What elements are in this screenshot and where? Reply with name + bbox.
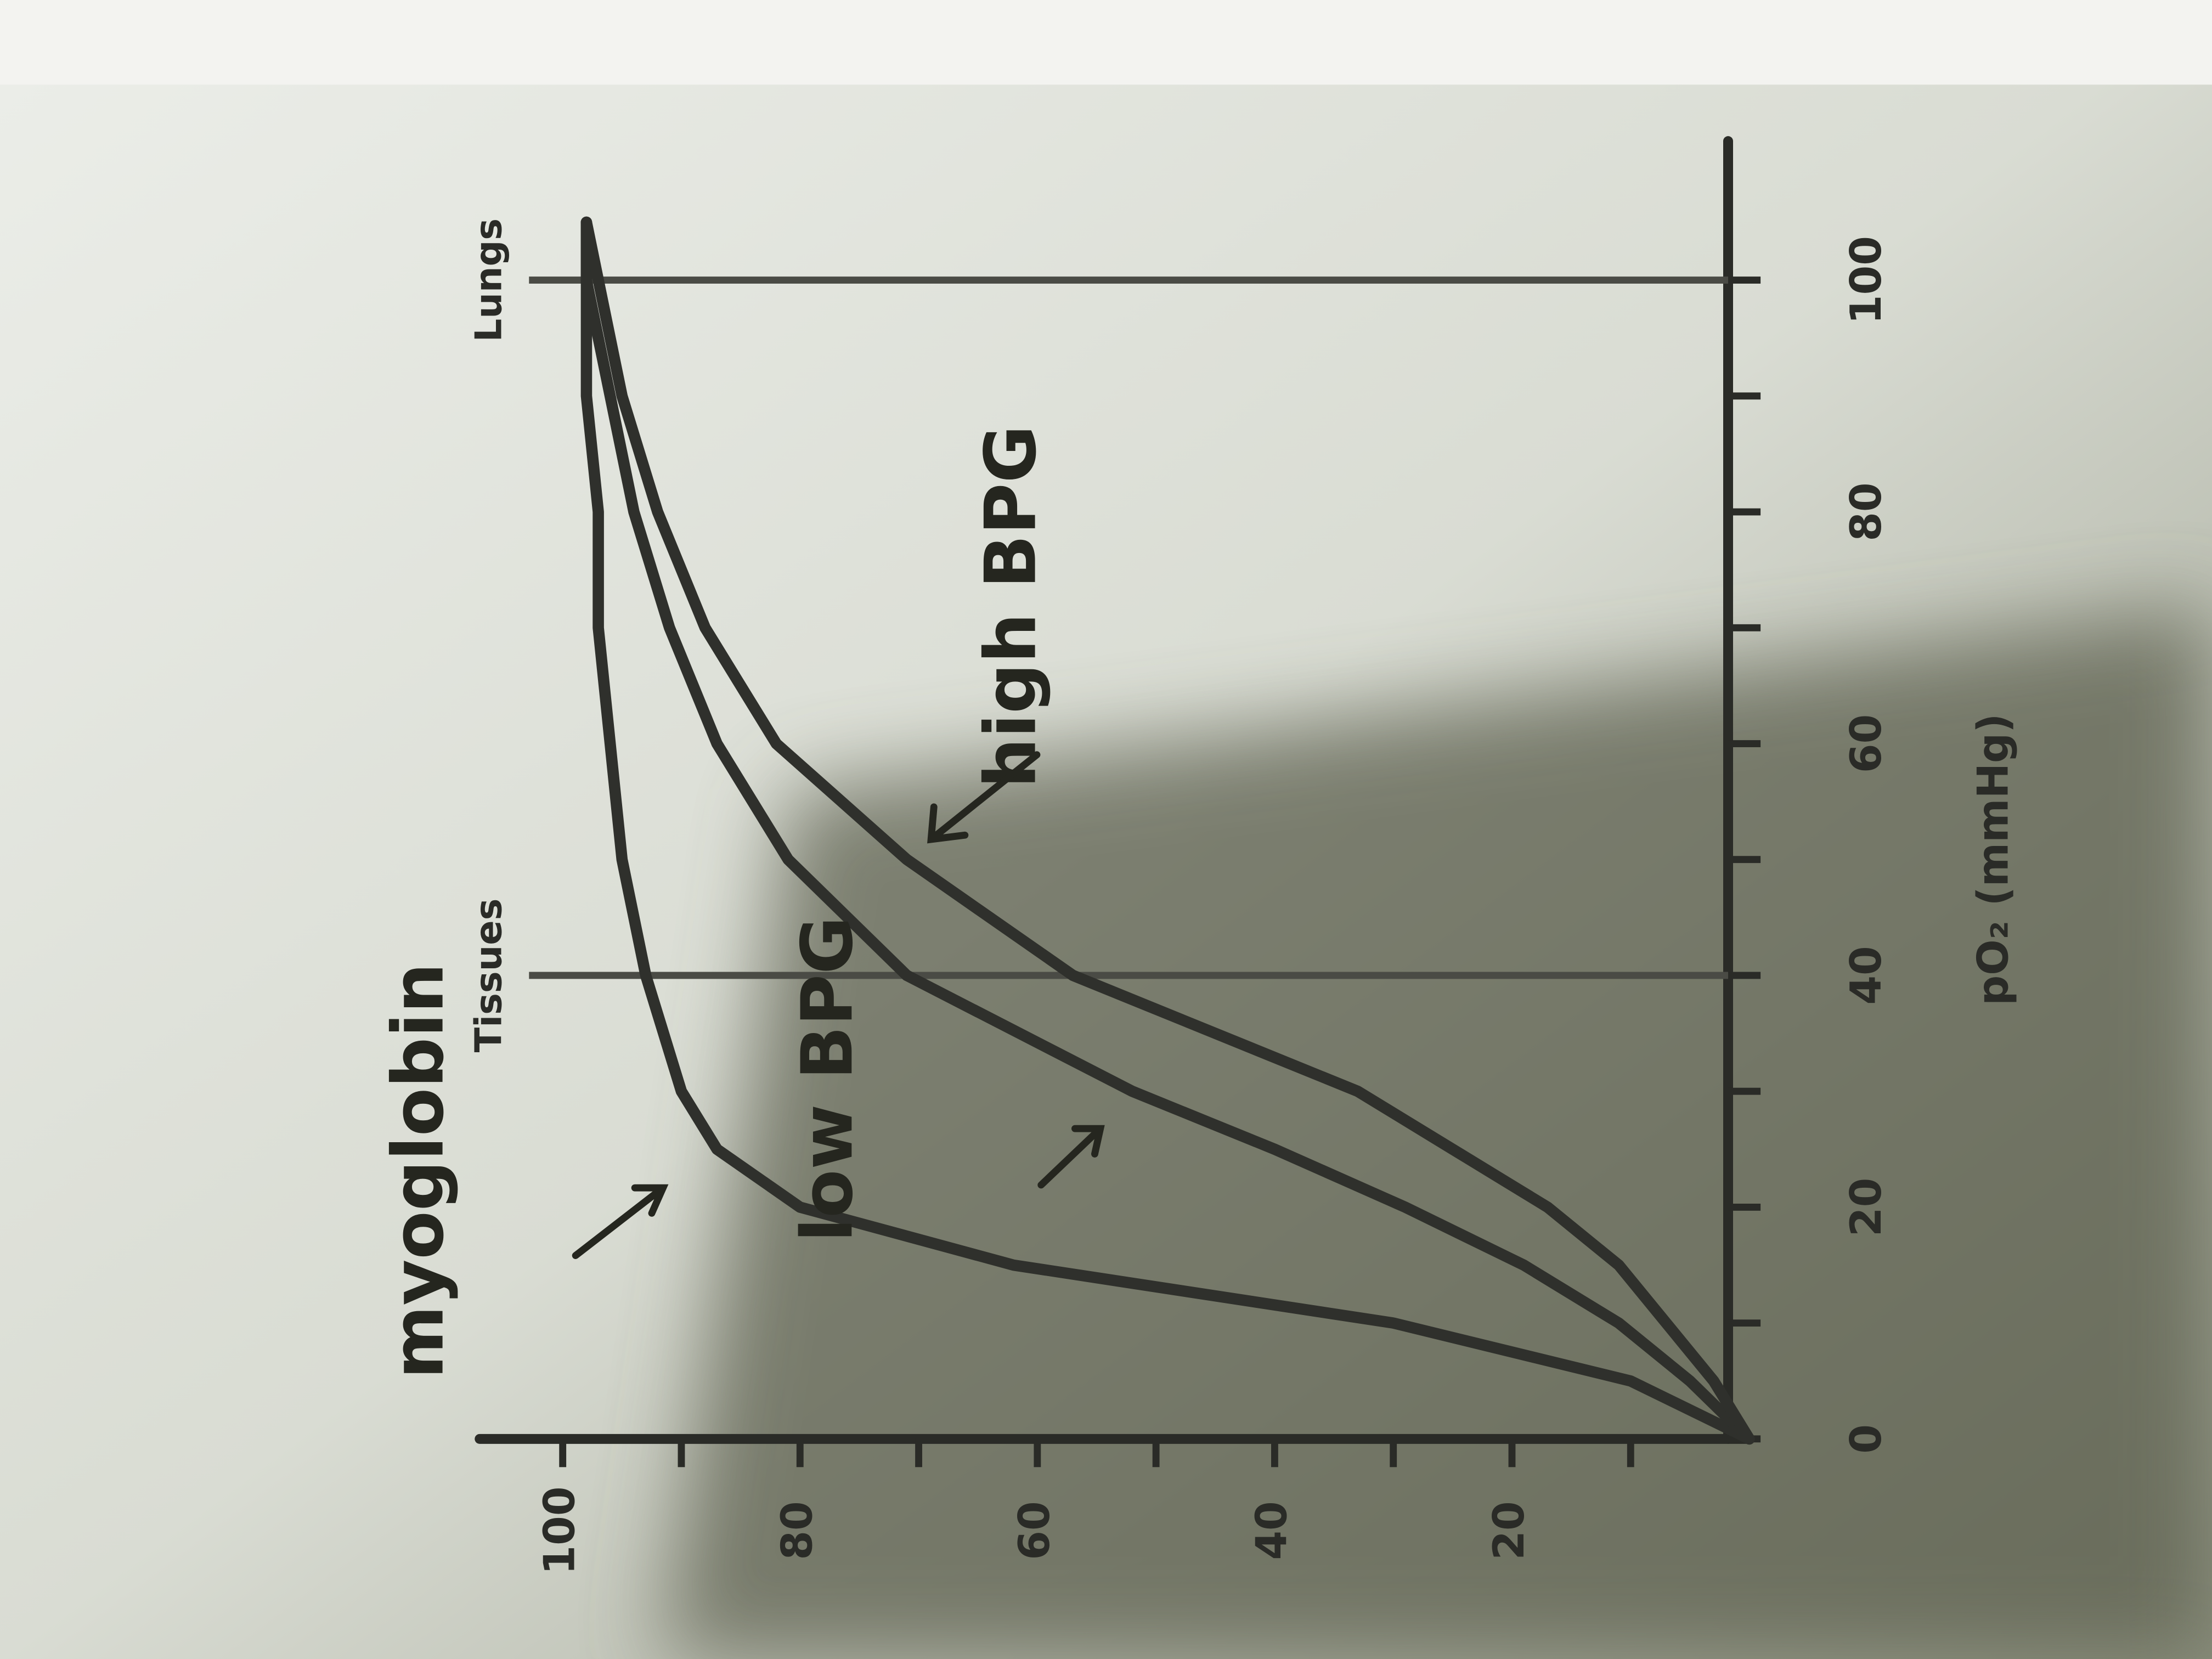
x-tick-label: 0 [1842,1424,1891,1454]
annotation: Tissues [467,899,510,1053]
y-tick-label: 20 [1485,1501,1534,1560]
x-tick-label: 20 [1842,1178,1891,1237]
curve [580,216,1755,1445]
x-tick-label: 60 [1842,714,1891,773]
paper-edge [0,0,2212,85]
x-tick-label: 80 [1842,482,1891,541]
arrow [1037,1125,1105,1189]
curve-label: low BPG [787,916,868,1242]
curve-label: high BPG [970,425,1052,788]
y-tick-label: 60 [1010,1501,1059,1560]
curve-label: myoglobin [378,963,460,1379]
x-tick-label: 40 [1842,946,1891,1005]
curve [580,216,1755,1445]
curve [580,216,1755,1445]
chart: 0 20 40 60 80 100 20 40 60 80 100 pO₂ (mmHg) Tissues… [378,136,2018,1575]
y-tick-label: 40 [1247,1501,1296,1560]
arrow [572,1184,669,1260]
shadow [663,606,2212,1659]
y-tick-label: 80 [772,1501,822,1560]
y-tick-label: 100 [535,1487,585,1575]
annotation: Lungs [467,218,510,342]
arrows [572,751,1105,1260]
arrow [927,751,1041,844]
x-tick-label: 100 [1842,236,1891,324]
x-axis-label: pO₂ (mmHg) [1969,714,2018,1006]
